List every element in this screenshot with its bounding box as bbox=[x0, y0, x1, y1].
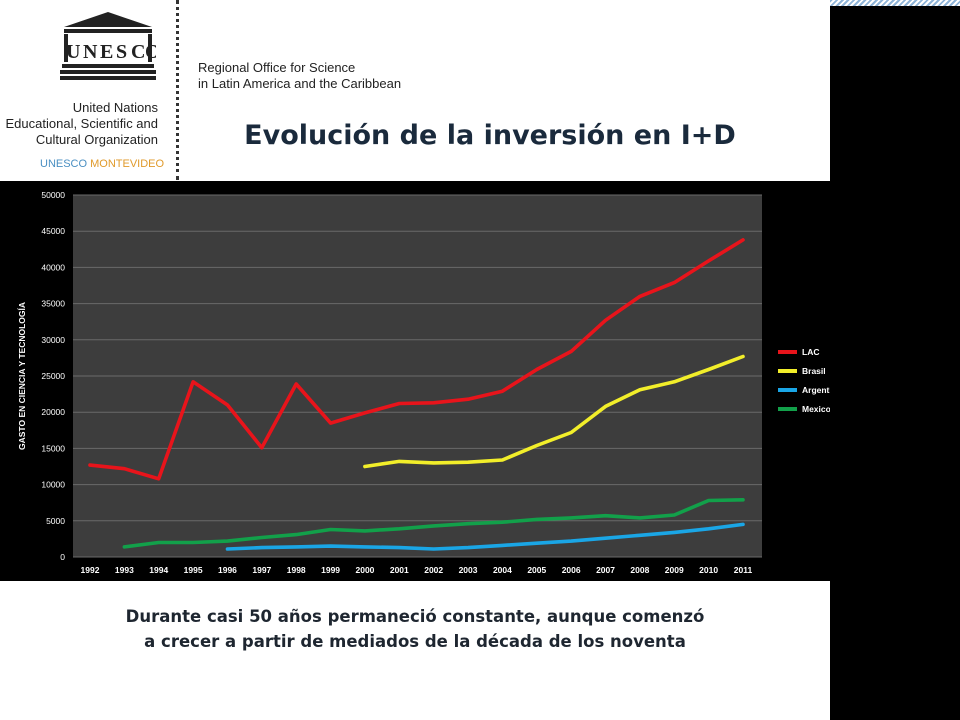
x-tick-label: 2010 bbox=[699, 565, 718, 575]
x-tick-label: 2003 bbox=[459, 565, 478, 575]
x-tick-label: 2000 bbox=[355, 565, 374, 575]
org-name-line: Educational, Scientific and bbox=[5, 116, 158, 131]
x-tick-label: 1999 bbox=[321, 565, 340, 575]
caption-line-1: Durante casi 50 años permaneció constant… bbox=[125, 607, 705, 626]
regional-office: Regional Office for Science in Latin Ame… bbox=[198, 60, 401, 92]
x-tick-label: 1996 bbox=[218, 565, 237, 575]
caption-line-2: a crecer a partir de mediados de la déca… bbox=[144, 632, 686, 651]
y-tick-label: 5000 bbox=[46, 516, 65, 526]
legend-label: Mexico bbox=[802, 404, 830, 414]
logo-letter: E bbox=[100, 41, 113, 63]
logo-letter: C bbox=[131, 41, 145, 63]
x-tick-label: 2011 bbox=[734, 565, 753, 575]
y-tick-label: 50000 bbox=[41, 190, 65, 200]
line-chart: 0 5000 10000 15000 20000 25000 30000 35000 40000… bbox=[17, 190, 842, 575]
unesco-temple-icon: U N E S C O bbox=[60, 12, 161, 80]
montevideo-part2: MONTEVIDEO bbox=[90, 158, 165, 170]
x-tick-label: 2006 bbox=[562, 565, 581, 575]
right-black-band bbox=[830, 0, 960, 720]
org-name-line: Cultural Organization bbox=[35, 132, 158, 147]
y-tick-label: 25000 bbox=[41, 371, 65, 381]
legend-label: Brasil bbox=[802, 366, 826, 376]
org-name-line: United Nations bbox=[72, 100, 158, 115]
x-tick-label: 2002 bbox=[424, 565, 443, 575]
x-tick-label: 2004 bbox=[493, 565, 512, 575]
montevideo-part1: UNESCO bbox=[40, 158, 88, 170]
right-stripe-decoration bbox=[830, 0, 960, 6]
series-line-brasil bbox=[363, 354, 745, 469]
x-tick-label: 1993 bbox=[115, 565, 134, 575]
series-line-mexico bbox=[122, 498, 745, 549]
y-axis-label: GASTO EN CIENCIA Y TECNOLOGÍA bbox=[17, 302, 27, 450]
y-tick-label: 30000 bbox=[41, 335, 65, 345]
y-tick-label: 35000 bbox=[41, 299, 65, 309]
logo-letter: N bbox=[83, 41, 98, 63]
x-tick-label: 1997 bbox=[252, 565, 271, 575]
unesco-montevideo-label: UNESCO MONTEVIDEO bbox=[40, 158, 164, 170]
dotted-divider bbox=[176, 0, 179, 180]
series-line-argentina bbox=[225, 522, 745, 551]
x-tick-label: 2005 bbox=[527, 565, 546, 575]
caption: Durante casi 50 años permaneció constant… bbox=[0, 604, 830, 654]
x-tick-label: 2001 bbox=[390, 565, 409, 575]
y-tick-label: 20000 bbox=[41, 407, 65, 417]
y-tick-label: 10000 bbox=[41, 480, 65, 490]
x-tick-label: 2008 bbox=[630, 565, 649, 575]
legend-label: LAC bbox=[802, 347, 819, 357]
x-tick-label: 1995 bbox=[184, 565, 203, 575]
series-line-lac bbox=[88, 238, 745, 481]
x-tick-label: 1992 bbox=[81, 565, 100, 575]
logo-letter: S bbox=[116, 41, 127, 63]
x-tick-label: 2009 bbox=[665, 565, 684, 575]
unesco-logo: U N E S C O bbox=[60, 12, 161, 82]
y-tick-label: 15000 bbox=[41, 443, 65, 453]
logo-letter: U bbox=[66, 41, 80, 63]
x-tick-label: 1994 bbox=[149, 565, 168, 575]
page-title: Evolución de la inversión en I+D bbox=[244, 120, 736, 151]
office-line: Regional Office for Science bbox=[198, 60, 356, 75]
y-tick-label: 45000 bbox=[41, 226, 65, 236]
y-tick-label: 40000 bbox=[41, 262, 65, 272]
x-tick-label: 1998 bbox=[287, 565, 306, 575]
chart-container: 0 5000 10000 15000 20000 25000 30000 35000 40000… bbox=[0, 181, 842, 581]
y-tick-label: 0 bbox=[60, 552, 65, 562]
legend-label: Argentina bbox=[802, 385, 830, 395]
organization-name: United Nations Educational, Scientific a… bbox=[0, 100, 158, 148]
office-line: in Latin America and the Caribbean bbox=[198, 76, 402, 91]
x-tick-label: 2007 bbox=[596, 565, 615, 575]
